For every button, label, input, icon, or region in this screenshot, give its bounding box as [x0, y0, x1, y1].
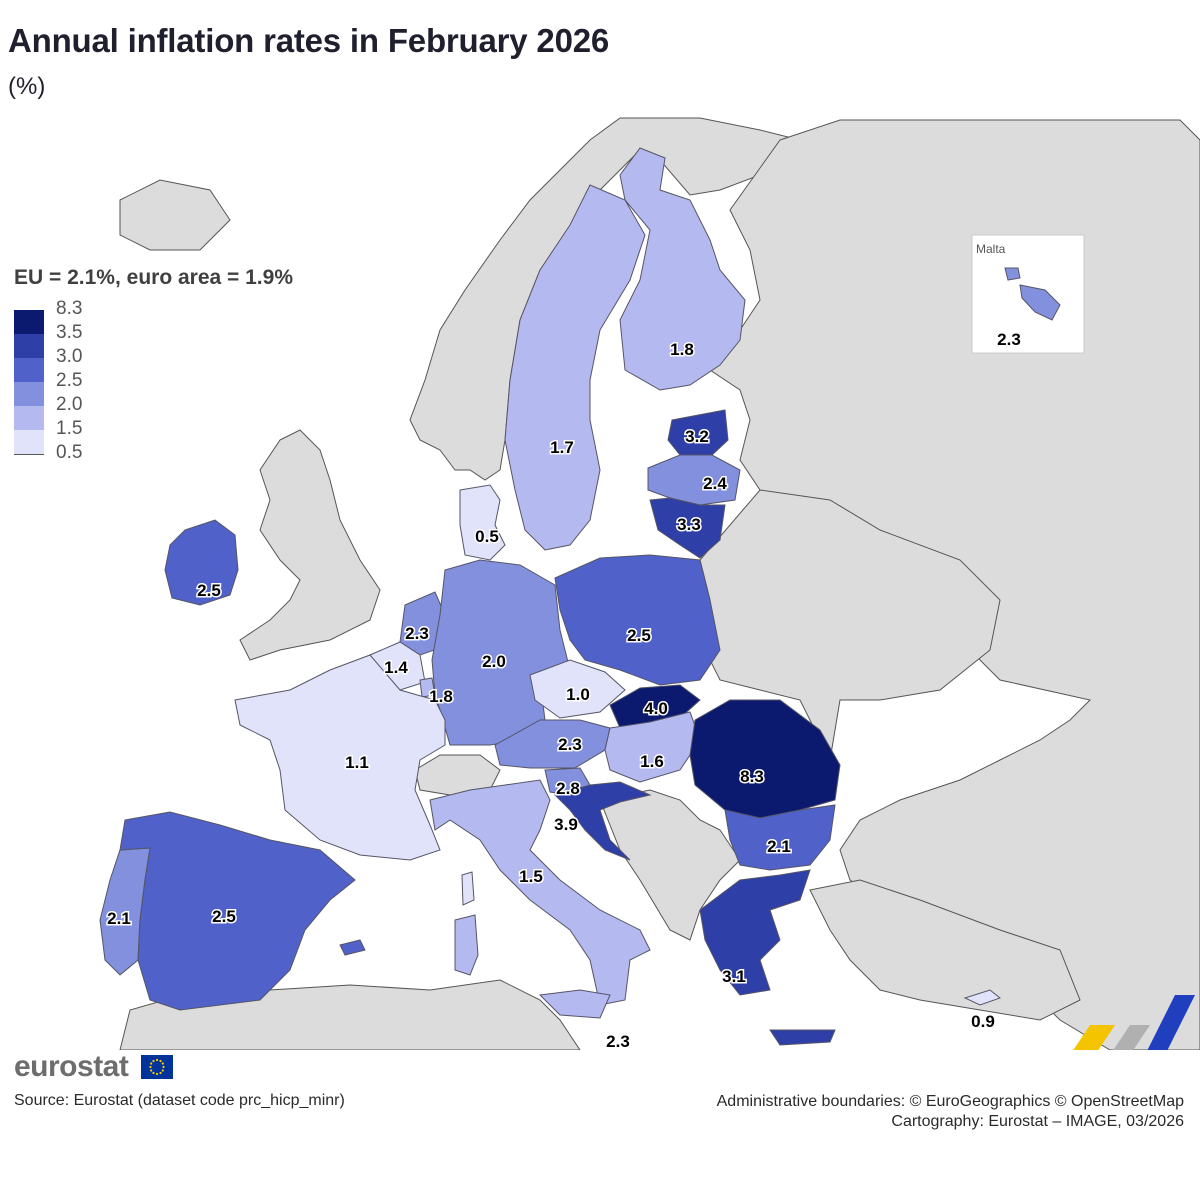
country-spain-balearic[interactable]	[339, 939, 366, 956]
country-croatia[interactable]	[554, 781, 652, 861]
eu-flag-icon	[141, 1055, 173, 1079]
label-germany: 2.0	[482, 652, 506, 671]
legend-row: 2.0	[14, 394, 134, 430]
legend-swatch	[14, 382, 44, 406]
label-greece: 3.1	[722, 967, 746, 986]
legend-swatch	[14, 406, 44, 430]
eurostat-corner-mark	[1073, 995, 1195, 1050]
country-hungary[interactable]	[604, 711, 701, 783]
legend-swatch	[14, 334, 44, 358]
legend-row: 1.5	[14, 418, 134, 454]
legend-break-label: 2.5	[56, 370, 83, 391]
label-sweden: 1.7	[550, 438, 574, 457]
label-finland: 1.8	[670, 340, 694, 359]
label-croatia: 3.9	[554, 815, 578, 834]
label-bulgaria: 2.1	[767, 837, 791, 856]
country-ireland[interactable]	[164, 519, 239, 606]
legend-break-label: 0.5	[56, 442, 83, 463]
label-latvia: 2.4	[703, 474, 727, 493]
attribution-cartography: Cartography: Eurostat – IMAGE, 03/2026	[891, 1113, 1184, 1130]
legend-break-label: 1.5	[56, 418, 83, 439]
western-balkans	[599, 789, 741, 941]
label-france: 1.1	[345, 753, 369, 772]
country-romania[interactable]	[689, 699, 841, 819]
legend-row: 8.3	[14, 298, 134, 334]
legend-baseline	[14, 454, 44, 455]
legend-break-label: 3.5	[56, 322, 83, 343]
malta-island-main[interactable]	[1019, 284, 1061, 321]
country-czechia[interactable]	[529, 659, 626, 719]
country-greece[interactable]	[699, 869, 811, 996]
malta-inset-title: Malta	[976, 242, 1006, 256]
source-note: Source: Eurostat (dataset code prc_hicp_…	[14, 1092, 345, 1109]
label-slovakia: 4.0	[644, 699, 668, 718]
country-spain[interactable]	[119, 811, 356, 1011]
legend-row: 3.0	[14, 346, 134, 382]
label-romania: 8.3	[740, 767, 764, 786]
label-denmark: 0.5	[475, 527, 499, 546]
map-subtitle: (%)	[8, 73, 46, 100]
malta-island-gozo[interactable]	[1004, 267, 1021, 281]
legend-swatch	[14, 430, 44, 454]
country-italy-sardinia[interactable]	[454, 914, 479, 976]
iceland	[119, 179, 231, 251]
country-denmark[interactable]	[459, 484, 506, 561]
legend-break-label: 8.3	[56, 298, 83, 319]
country-finland[interactable]	[619, 147, 746, 391]
country-latvia[interactable]	[647, 454, 741, 506]
turkey	[809, 879, 1081, 1021]
map-title: Annual inflation rates in February 2026	[8, 22, 610, 59]
legend-row: 2.5	[14, 370, 134, 406]
label-estonia: 3.2	[685, 427, 709, 446]
label-malta-inset: 2.3	[997, 330, 1021, 349]
country-italy[interactable]	[429, 779, 651, 1006]
label-lithuania: 3.3	[677, 515, 701, 534]
country-lithuania[interactable]	[649, 497, 726, 559]
label-hungary: 1.6	[640, 752, 664, 771]
country-france-corsica[interactable]	[461, 871, 475, 906]
country-cyprus[interactable]	[963, 989, 1002, 1006]
country-bulgaria[interactable]	[724, 804, 836, 871]
country-sweden[interactable]	[504, 184, 646, 551]
value-labels: 1.8 1.7 3.2 2.4 3.3 0.5 2.5 2.3 1.4 1.8 …	[106, 329, 1023, 1051]
legend-swatch	[14, 310, 44, 334]
norway	[409, 117, 802, 481]
legend-swatch	[14, 358, 44, 382]
label-belgium: 1.4	[384, 658, 408, 677]
label-czechia: 1.0	[566, 685, 590, 704]
attribution-boundaries: Administrative boundaries: © EuroGeograp…	[716, 1093, 1184, 1110]
label-poland: 2.5	[627, 626, 651, 645]
legend-break-label: 2.0	[56, 394, 83, 415]
label-austria: 2.3	[558, 735, 582, 754]
legend-row: 0.5	[14, 442, 134, 466]
label-cyprus: 0.9	[971, 1012, 995, 1031]
country-france[interactable]	[234, 654, 446, 861]
label-malta-mainland: 2.3	[606, 1032, 630, 1050]
ukraine-belarus	[699, 489, 1001, 762]
eu-countries	[99, 147, 1002, 1046]
legend-break-label: 3.0	[56, 346, 83, 367]
label-ireland: 2.5	[197, 581, 221, 600]
label-spain: 2.5	[212, 907, 236, 926]
country-poland[interactable]	[554, 554, 721, 686]
label-luxembourg: 1.8	[429, 687, 453, 706]
label-portugal: 2.1	[107, 909, 131, 928]
europe-map: Malta 1.8 1.7 3.2 2.4 3.3 0.5 2.5 2.3 1.…	[99, 117, 1200, 1051]
label-slovenia: 2.8	[556, 779, 580, 798]
color-legend: 8.3 3.5 3.0 2.5 2.0 1.5 0.5	[14, 298, 134, 468]
legend-row: 3.5	[14, 322, 134, 358]
united-kingdom	[239, 429, 381, 661]
eurostat-logo: eurostat	[14, 1050, 129, 1083]
label-netherlands: 2.3	[405, 624, 429, 643]
malta-inset: Malta	[971, 234, 1085, 354]
label-italy: 1.5	[519, 867, 543, 886]
country-italy-sicily[interactable]	[538, 989, 611, 1019]
legend-heading: EU = 2.1%, euro area = 1.9%	[14, 266, 293, 289]
switzerland	[414, 754, 501, 796]
country-greece-crete[interactable]	[769, 1029, 836, 1046]
attribution: Administrative boundaries: © EuroGeograp…	[717, 1092, 1184, 1132]
